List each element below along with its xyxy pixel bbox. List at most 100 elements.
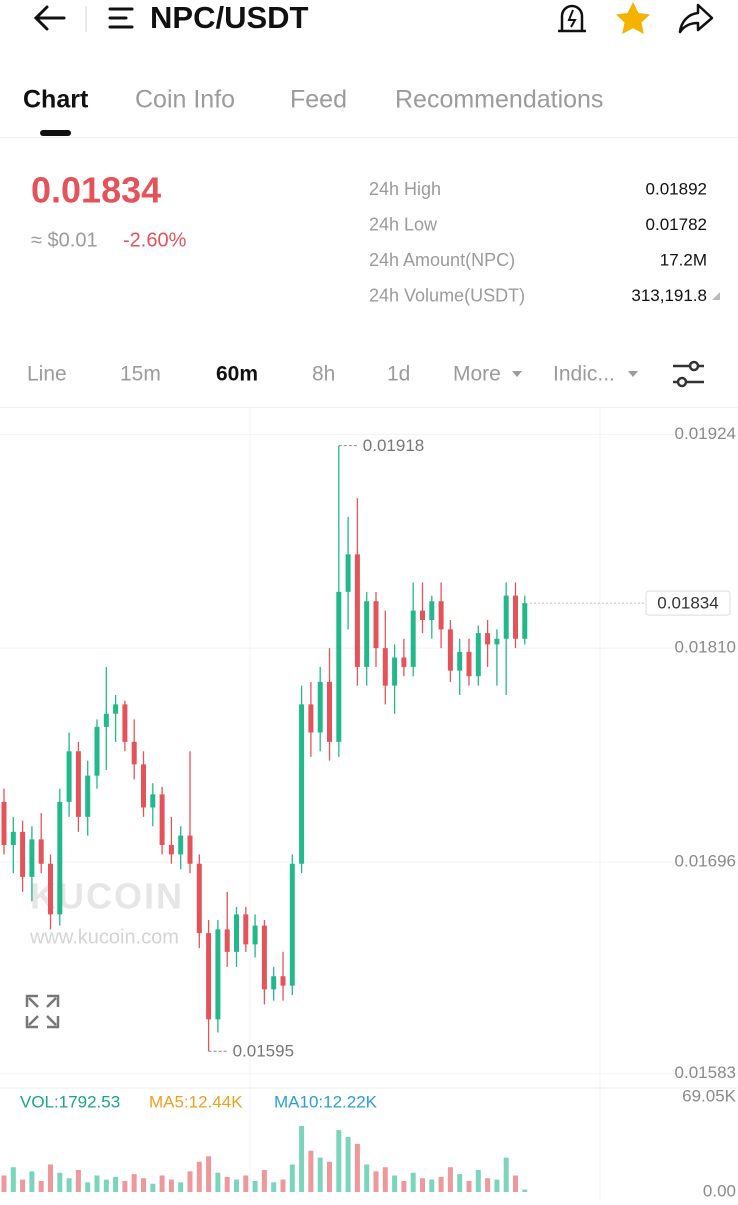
volume-bar (420, 1178, 425, 1192)
min-marker: 0.01595 (233, 1042, 294, 1061)
candle-body (261, 925, 267, 990)
volume-bar (57, 1172, 63, 1192)
stat-value: 313,191.8 (631, 286, 707, 305)
volume-bar (234, 1179, 239, 1192)
candle-body (243, 914, 249, 945)
y-tick-label: 0.01810 (675, 638, 736, 657)
candle-body (503, 595, 509, 639)
fullscreen-button[interactable] (25, 994, 60, 1029)
candle-body (48, 863, 53, 915)
candle-body (94, 726, 100, 776)
candle-body (271, 976, 277, 990)
candle-body (85, 775, 91, 817)
candle-body (354, 554, 360, 667)
volume-bar (475, 1169, 481, 1192)
stat-label: 24h Volume(USDT) (369, 285, 525, 305)
candle-body (234, 914, 239, 952)
volume-legend: MA10:12.22K (274, 1092, 378, 1111)
volume-bar (150, 1183, 156, 1192)
volume-legend: VOL:1792.53 (20, 1092, 120, 1111)
volume-bar (243, 1175, 249, 1192)
candle-body (187, 835, 193, 864)
stat-value: 0.01892 (646, 179, 707, 198)
candle-body (513, 595, 518, 639)
candle-body (252, 925, 258, 945)
candle-body (159, 794, 165, 845)
candle-body (494, 638, 500, 645)
volume-bar (457, 1174, 463, 1192)
favorite-icon[interactable] (616, 2, 650, 34)
tab[interactable]: Feed (290, 86, 347, 114)
share-icon[interactable] (678, 3, 714, 34)
volume-bar (196, 1161, 202, 1192)
interval-option[interactable]: 8h (312, 363, 335, 386)
interval-option[interactable]: More (453, 363, 501, 386)
candle-body (420, 610, 425, 620)
interval-option[interactable]: 60m (216, 363, 258, 386)
volume-bar (317, 1157, 323, 1192)
candle-body (57, 801, 63, 915)
menu-icon[interactable] (108, 7, 134, 29)
candle-body (66, 751, 72, 802)
candle-body (20, 831, 26, 877)
volume-bar (48, 1164, 53, 1192)
tab[interactable]: Recommendations (395, 86, 603, 114)
alert-icon[interactable] (558, 4, 586, 33)
last-price-box (645, 590, 731, 616)
candle-body (122, 704, 128, 742)
last-price-label: 0.01834 (657, 594, 718, 613)
interval-option[interactable]: Line (27, 363, 67, 386)
candle-body (327, 681, 332, 742)
candle-body (289, 863, 295, 986)
candle-body (373, 601, 379, 649)
candle-body (447, 629, 453, 671)
candle-body (410, 610, 416, 667)
settings-icon[interactable] (673, 360, 704, 388)
candle-body (336, 591, 342, 742)
volume-bar (410, 1172, 416, 1192)
candle-body (280, 976, 286, 986)
interval-option[interactable]: Indic... (553, 363, 615, 386)
candle-body (466, 651, 472, 677)
back-button[interactable] (33, 5, 66, 31)
interval-option[interactable]: 15m (120, 363, 161, 386)
volume-bar (299, 1125, 305, 1192)
volume-bar (494, 1179, 500, 1192)
candle-body (401, 657, 407, 667)
volume-legend: MA5:12.44K (149, 1092, 243, 1111)
volume-bar (178, 1182, 184, 1192)
volume-bar (75, 1169, 81, 1192)
candle-body (364, 601, 370, 667)
volume-bar (159, 1175, 165, 1192)
volume-bar (215, 1172, 221, 1192)
pair-title[interactable]: NPC/USDT (150, 0, 309, 35)
volume-bar (485, 1178, 491, 1192)
volume-bar (289, 1164, 295, 1192)
candle-body (113, 704, 119, 714)
volume-bar (438, 1176, 444, 1192)
watermark-url: www.kucoin.com (29, 926, 179, 948)
volume-bar (401, 1180, 407, 1192)
volume-bar (252, 1180, 258, 1192)
interval-option[interactable]: 1d (387, 363, 410, 386)
stat-label: 24h High (369, 179, 441, 199)
volume-bar (20, 1179, 26, 1192)
volume-bar (503, 1157, 509, 1192)
tab[interactable]: Chart (23, 86, 89, 114)
tab[interactable]: Coin Info (135, 86, 235, 114)
volume-bar (122, 1180, 128, 1192)
volume-bar (85, 1182, 91, 1192)
candle-body (168, 845, 174, 855)
candle-body (103, 713, 109, 727)
candle-body (1, 801, 7, 845)
volume-bar (429, 1179, 435, 1192)
volume-bar (187, 1171, 193, 1192)
stat-label: 24h Amount(NPC) (369, 250, 515, 270)
volume-bar (522, 1189, 528, 1192)
candle-body (308, 704, 314, 733)
volume-bar (38, 1180, 44, 1192)
volume-bar (336, 1130, 342, 1192)
candle-body (317, 681, 323, 733)
volume-bar (168, 1179, 174, 1192)
